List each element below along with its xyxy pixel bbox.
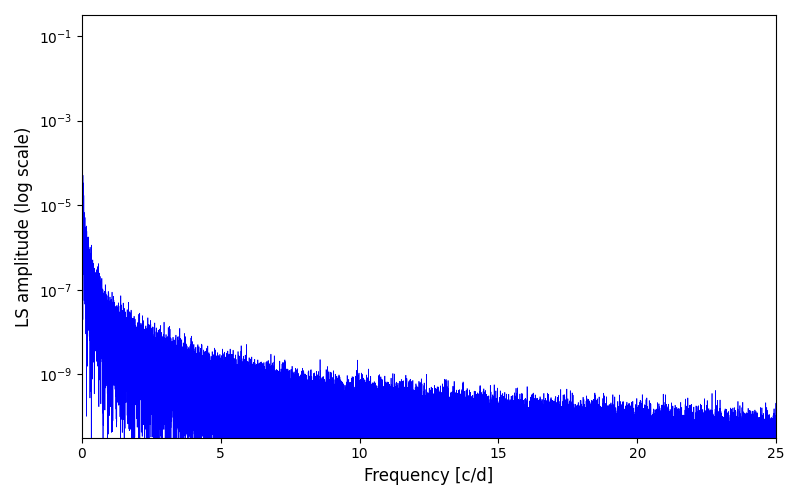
X-axis label: Frequency [c/d]: Frequency [c/d] [364, 467, 494, 485]
Y-axis label: LS amplitude (log scale): LS amplitude (log scale) [15, 126, 33, 326]
